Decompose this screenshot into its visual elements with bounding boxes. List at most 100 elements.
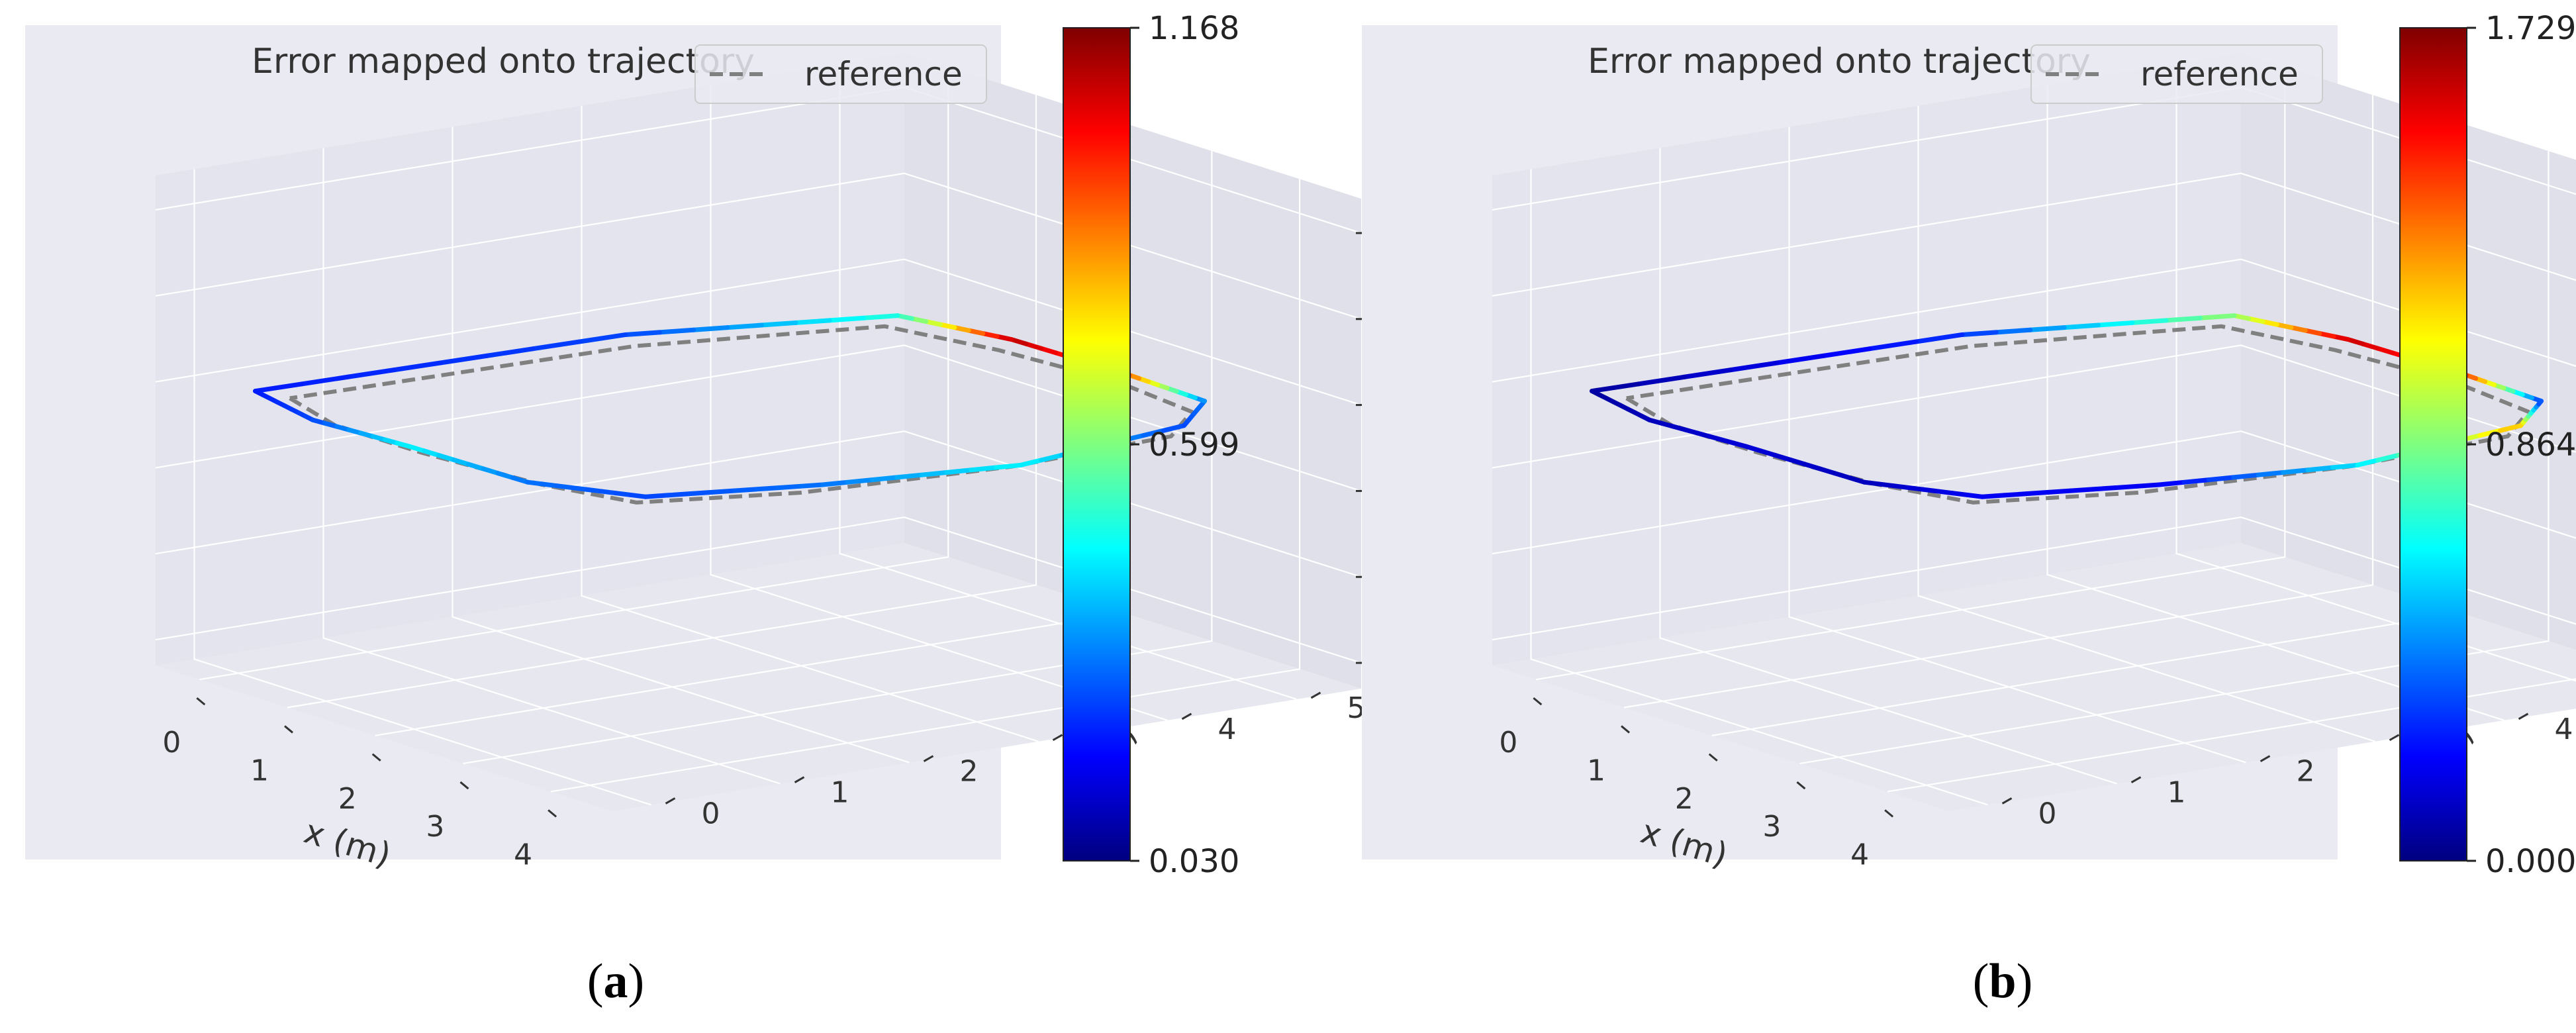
grid-line <box>2175 63 2576 682</box>
trajectory-segment <box>1774 353 1826 366</box>
y-tick <box>2260 755 2271 762</box>
trajectory-segment <box>2355 458 2381 467</box>
trajectory-segment <box>1891 483 1911 490</box>
trajectory-segment <box>628 492 648 499</box>
grid-line <box>1492 344 2576 469</box>
trajectory-segment <box>540 481 559 489</box>
trajectory-segment <box>966 328 986 336</box>
trajectory-segment <box>613 491 634 497</box>
colorbar-tick-label: 0.000 <box>2485 843 2576 880</box>
trajectory-segment <box>1788 457 1808 467</box>
trajectory-segment <box>1913 332 1965 344</box>
trajectory-segment <box>2130 318 2169 325</box>
grid-line <box>550 179 1301 793</box>
trajectory-segment <box>895 313 914 321</box>
pane-back <box>904 53 1361 689</box>
trajectory-segment <box>2375 452 2401 463</box>
trajectory-segment <box>451 457 471 467</box>
trajectory-segment <box>2260 319 2279 327</box>
grid-line <box>155 516 1362 664</box>
grid-line <box>1492 172 2576 297</box>
grid-line <box>287 95 1037 709</box>
grid-line <box>193 169 651 806</box>
trajectory-segment <box>2231 472 2261 480</box>
grid-line <box>710 84 1168 721</box>
trajectory-segment <box>345 368 397 379</box>
trajectory-segment <box>391 360 443 373</box>
trajectory-segment <box>1758 448 1778 458</box>
trajectory-segment <box>2303 328 2322 336</box>
grid-line <box>1917 105 2375 742</box>
trajectory-segment <box>2001 491 2029 498</box>
trajectory-segment <box>1682 368 1733 379</box>
trajectory-segment <box>994 334 1014 342</box>
trajectory-segment <box>2164 315 2203 323</box>
grid-line <box>463 151 1213 765</box>
trajectory-segment <box>2095 320 2135 328</box>
pane-floor <box>156 543 1361 811</box>
trajectory-segment <box>1821 346 1872 358</box>
trajectory-segment <box>2134 482 2162 489</box>
chart-title: Error mapped onto trajectory <box>1588 42 2091 81</box>
trajectory-segment <box>643 493 670 499</box>
trajectory-segment <box>994 462 1024 470</box>
trajectory-segment <box>1950 491 1970 497</box>
trajectory-segment <box>793 318 832 325</box>
legend-box <box>2030 44 2323 104</box>
x-tick <box>1708 753 1718 762</box>
trajectory-segment <box>406 444 427 454</box>
trajectory-segment <box>484 346 536 358</box>
trajectory-segment <box>1867 339 1919 352</box>
y-tick <box>665 797 676 805</box>
x-tick <box>1796 781 1806 790</box>
trajectory-segment <box>1965 492 1985 499</box>
trajectory-segment <box>253 381 304 394</box>
x-tick-label: 4 <box>514 838 532 871</box>
trajectory-segment <box>1960 330 1999 337</box>
pane-floor <box>1492 543 2576 811</box>
y-tick-label: 0 <box>2038 797 2057 830</box>
trajectory-segment <box>598 489 618 496</box>
x-tick <box>1884 809 1894 818</box>
trajectory-segment <box>798 482 825 489</box>
trajectory-segment <box>1743 444 1764 454</box>
trajectory-segment <box>2317 331 2336 339</box>
trajectory-segment <box>657 327 696 335</box>
x-tick <box>196 697 206 706</box>
y-tick-label: 2 <box>2297 755 2315 789</box>
grid-line <box>155 172 1362 320</box>
trajectory-segment <box>1039 452 1065 463</box>
trajectory-segment <box>2256 469 2286 477</box>
y-tick <box>2518 713 2529 720</box>
trajectory-segment <box>1832 471 1852 480</box>
x-tick-label: 3 <box>426 810 444 844</box>
y-tick <box>923 755 934 762</box>
y-tick <box>1052 734 1063 742</box>
trajectory-segment <box>827 315 867 323</box>
trajectory-segment <box>969 465 999 473</box>
trajectory-segment <box>753 485 781 492</box>
trajectory-segment <box>2281 467 2311 475</box>
trajectory-segment <box>299 374 350 387</box>
trajectory-segment <box>2346 337 2365 346</box>
y-tick-label: 1 <box>831 776 849 810</box>
trajectory-segment <box>732 487 759 493</box>
colorbar-tick-label: 0.030 <box>1149 843 1239 880</box>
trajectory-segment <box>2246 316 2266 324</box>
grid-line <box>1530 169 1988 806</box>
y-tick <box>2001 797 2013 805</box>
grid-line <box>452 126 910 763</box>
trajectory-segment <box>845 477 875 485</box>
trajectory-segment <box>2090 485 2118 492</box>
grid-line <box>2046 84 2504 721</box>
trajectory-segment <box>2062 322 2101 330</box>
grid-line <box>155 344 1362 492</box>
colorbar-tick-label: 1.729 <box>2485 10 2576 47</box>
trajectory-segment <box>1024 341 1043 351</box>
trajectory-segment <box>525 479 545 487</box>
legend-label: reference <box>2140 55 2299 93</box>
trajectory-segment <box>1161 423 1186 433</box>
trajectory-segment <box>1141 428 1167 438</box>
x-tick <box>1621 725 1630 734</box>
trajectory-segment <box>510 475 530 485</box>
